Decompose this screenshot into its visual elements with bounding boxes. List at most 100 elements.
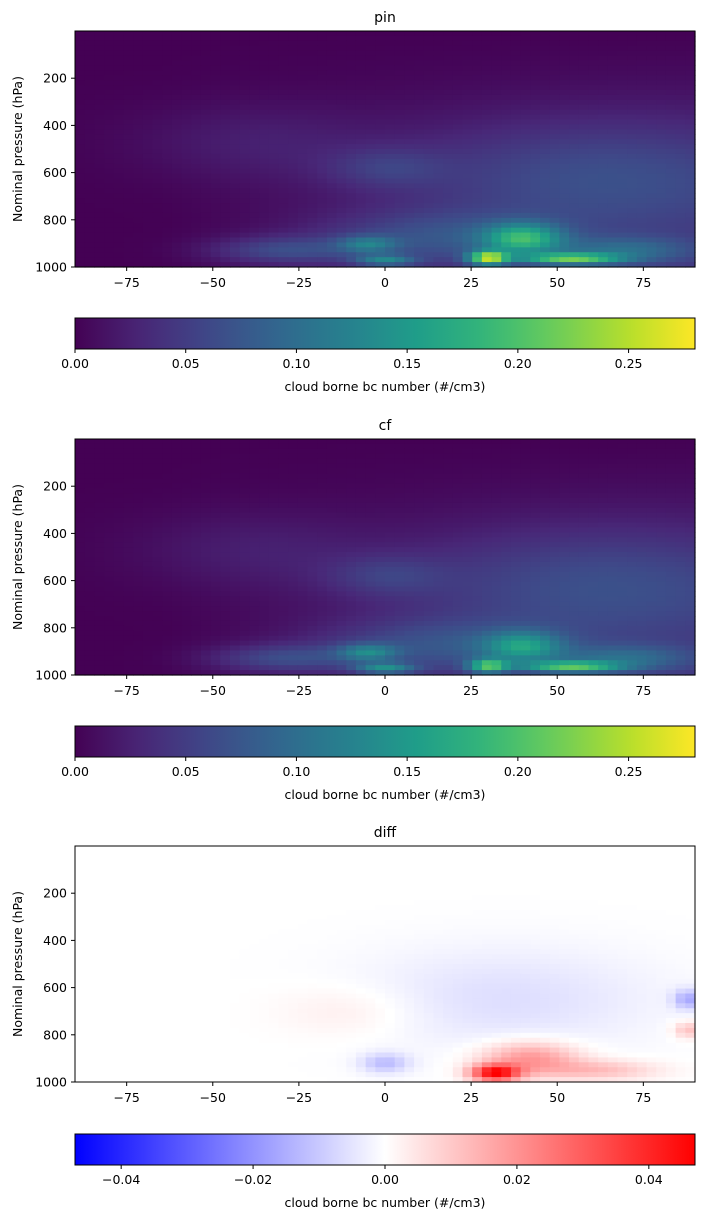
heatmap-cell (94, 119, 105, 126)
heatmap-cell (200, 158, 212, 165)
heatmap-cell (75, 183, 86, 189)
heatmap-cell (578, 134, 590, 140)
heatmap-cell (385, 458, 396, 465)
heatmap-cell (142, 237, 154, 244)
heatmap-cell (200, 144, 212, 150)
heatmap-cell (501, 168, 512, 175)
heatmap-cell (491, 557, 502, 563)
heatmap-cell (607, 463, 619, 470)
heatmap-cell (423, 478, 435, 484)
heatmap-cell (152, 31, 163, 37)
heatmap-cell (162, 493, 173, 499)
heatmap-cell (375, 576, 386, 583)
heatmap-cell (317, 119, 328, 126)
heatmap-cell (423, 257, 435, 263)
heatmap-cell (675, 517, 686, 524)
heatmap-cell (530, 129, 541, 135)
heatmap-cell (510, 237, 522, 244)
heatmap-cell (578, 507, 590, 514)
heatmap-cell (365, 463, 376, 470)
heatmap-cell (540, 498, 551, 504)
heatmap-cell (394, 532, 405, 538)
heatmap-cell (481, 163, 493, 170)
heatmap-cell (491, 94, 502, 101)
heatmap-cell (142, 144, 154, 150)
heatmap-cell (520, 55, 531, 62)
heatmap-cell (636, 439, 648, 445)
heatmap-cell (607, 232, 619, 239)
heatmap-cell (665, 90, 677, 96)
heatmap-cell (326, 40, 338, 47)
heatmap-cell (443, 557, 454, 563)
heatmap-cell (385, 203, 396, 209)
heatmap-cell (220, 212, 231, 219)
heatmap-cell (617, 222, 628, 229)
heatmap-cell (627, 139, 638, 145)
heatmap-cell (452, 517, 464, 524)
heatmap-cell (414, 493, 425, 499)
heatmap-cell (617, 532, 628, 538)
heatmap-cell (665, 183, 677, 189)
heatmap-cell (588, 473, 599, 479)
heatmap-cell (278, 547, 289, 553)
heatmap-cell (346, 144, 357, 150)
heatmap-cell (588, 522, 599, 529)
heatmap-cell (520, 502, 531, 509)
heatmap-cell (665, 542, 677, 548)
heatmap-cell (636, 522, 648, 529)
heatmap-cell (375, 537, 386, 543)
heatmap-cell (472, 542, 483, 548)
heatmap-cell (171, 129, 183, 135)
heatmap-cell (75, 144, 86, 150)
heatmap-cell (569, 124, 580, 130)
heatmap-cell (549, 557, 560, 563)
heatmap-cell (336, 512, 347, 519)
heatmap-cell (414, 203, 425, 209)
heatmap-cell (462, 498, 473, 504)
heatmap-cell (375, 493, 386, 499)
heatmap-cell (239, 576, 250, 583)
heatmap-cell (326, 488, 338, 494)
heatmap-cell (278, 222, 289, 229)
heatmap-cell (268, 35, 280, 42)
heatmap-cell (104, 149, 115, 155)
heatmap-cell (685, 65, 696, 71)
heatmap-cell (598, 217, 609, 224)
heatmap-cell (104, 522, 115, 529)
heatmap-cell (549, 576, 560, 583)
heatmap-cell (530, 124, 541, 130)
heatmap-cell (636, 144, 648, 150)
heatmap-cell (94, 109, 105, 116)
heatmap-cell (210, 552, 221, 558)
heatmap-cell (259, 163, 270, 170)
heatmap-cell (259, 114, 270, 121)
heatmap-cell (443, 75, 454, 81)
heatmap-cell (346, 257, 357, 263)
heatmap-cell (520, 507, 531, 514)
heatmap-cell (162, 80, 173, 86)
heatmap-cell (578, 31, 590, 37)
heatmap-cell (578, 149, 590, 155)
heatmap-cell (530, 483, 541, 489)
heatmap-cell (375, 134, 386, 140)
heatmap-cell (239, 257, 250, 263)
heatmap-cell (394, 153, 405, 160)
heatmap-cell (636, 124, 648, 130)
heatmap-cell (75, 35, 86, 42)
heatmap-cell (510, 483, 522, 489)
heatmap-cell (220, 439, 231, 445)
heatmap-cell (598, 149, 609, 155)
heatmap-cell (656, 473, 667, 479)
heatmap-cell (181, 124, 192, 130)
heatmap-cell (636, 31, 648, 37)
heatmap-cell (133, 458, 144, 465)
heatmap-cell (452, 571, 464, 578)
heatmap-cell (84, 571, 95, 578)
heatmap-cell (278, 448, 289, 455)
heatmap-cell (200, 247, 212, 253)
heatmap-cell (355, 252, 367, 258)
heatmap-cell (84, 173, 95, 180)
heatmap-cell (326, 571, 338, 578)
heatmap-cell (123, 193, 134, 199)
heatmap-cell (404, 262, 415, 268)
